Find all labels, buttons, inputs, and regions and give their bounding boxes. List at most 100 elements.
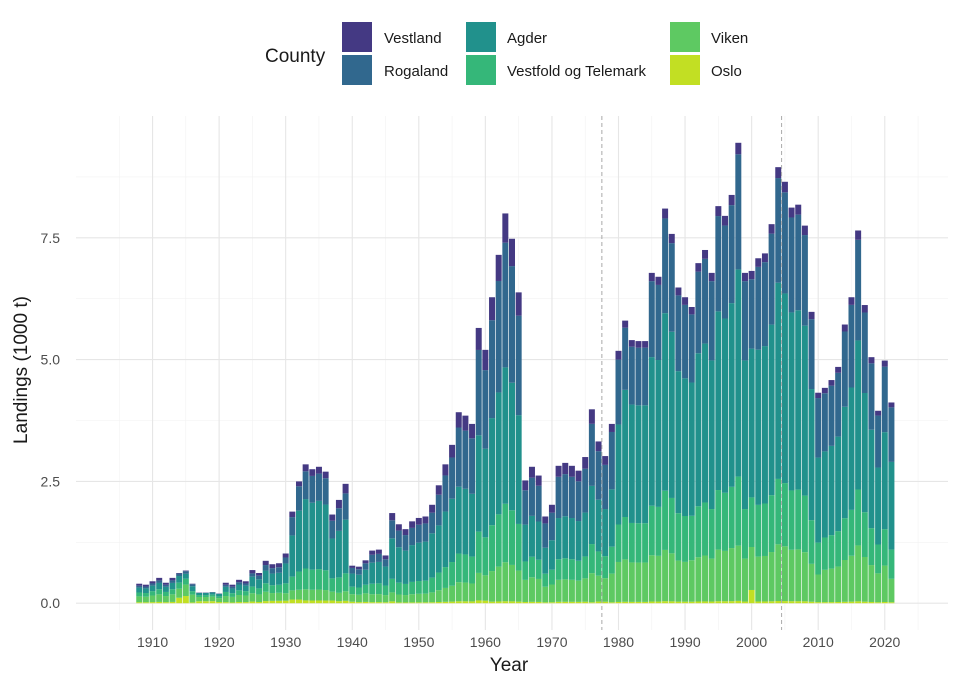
bar-segment-vestland <box>635 341 642 348</box>
bar-segment-rogaland <box>722 225 729 319</box>
bar-segment-vestfold-og-telemark <box>728 486 735 549</box>
bar-segment-viken <box>395 594 402 603</box>
bar-segment-agder <box>429 533 436 578</box>
bar-segment-vestfold-og-telemark <box>708 509 715 559</box>
bar-segment-oslo <box>548 602 555 604</box>
bar-segment-viken <box>635 562 642 602</box>
bar-segment-agder <box>229 588 236 594</box>
bar-segment-rogaland <box>615 359 622 425</box>
bar-segment-oslo <box>482 600 489 604</box>
bar-segment-viken <box>355 594 362 603</box>
bar-segment-oslo <box>329 600 336 604</box>
bar-segment-vestland <box>815 392 822 399</box>
bar-segment-agder <box>402 550 409 584</box>
bar-segment-oslo <box>189 602 196 604</box>
bar-segment-agder <box>628 404 635 523</box>
bar-segment-viken <box>888 578 895 603</box>
bar-segment-rogaland <box>575 481 582 522</box>
bar-segment-rogaland <box>795 214 802 311</box>
bar-segment-rogaland <box>475 349 482 436</box>
bar-segment-agder <box>189 586 196 592</box>
bar-segment-viken <box>715 549 722 602</box>
x-tick-label: 1960 <box>470 634 501 650</box>
bar-segment-vestfold-og-telemark <box>515 523 522 571</box>
bar-segment-rogaland <box>442 475 449 512</box>
bar-segment-oslo <box>855 601 862 604</box>
bar-segment-viken <box>848 555 855 602</box>
bars-layer <box>136 142 895 604</box>
bar-segment-viken <box>335 592 342 602</box>
bar-segment-vestland <box>615 350 622 360</box>
bar-segment-vestland <box>342 483 349 494</box>
bar-segment-rogaland <box>808 319 815 390</box>
bar-segment-agder <box>528 515 535 557</box>
bar-segment-vestland <box>642 341 649 348</box>
bar-segment-vestfold-og-telemark <box>369 583 376 595</box>
bar-segment-agder <box>242 585 249 592</box>
bar-segment-vestland <box>302 464 309 472</box>
bar-segment-vestfold-og-telemark <box>442 567 449 588</box>
bar-segment-oslo <box>881 601 888 604</box>
bar-segment-rogaland <box>675 295 682 372</box>
bar-segment-vestland <box>775 167 782 179</box>
bar-segment-viken <box>449 585 456 602</box>
bar-segment-agder <box>475 435 482 532</box>
bar-segment-oslo <box>688 601 695 604</box>
bar-segment-rogaland <box>568 476 575 519</box>
bar-segment-viken <box>302 589 309 601</box>
bar-segment-vestland <box>395 524 402 531</box>
bar-segment-vestfold-og-telemark <box>555 559 562 580</box>
bar-segment-viken <box>608 573 615 603</box>
x-tick-label: 1990 <box>669 634 700 650</box>
bar-segment-rogaland <box>761 262 768 347</box>
bar-segment-vestfold-og-telemark <box>142 593 149 597</box>
bar-segment-viken <box>615 561 622 602</box>
bar-segment-vestland <box>515 292 522 316</box>
bar-segment-viken <box>342 591 349 601</box>
bar-segment-vestland <box>402 529 409 536</box>
bar-segment-rogaland <box>395 530 402 548</box>
bar-segment-viken <box>662 549 669 602</box>
bar-segment-agder <box>136 587 143 593</box>
bar-segment-oslo <box>409 602 416 604</box>
bar-segment-rogaland <box>748 279 755 349</box>
bar-segment-viken <box>349 594 356 602</box>
bar-segment-agder <box>315 500 322 570</box>
bar-segment-rogaland <box>648 281 655 358</box>
bar-segment-oslo <box>295 599 302 604</box>
bar-segment-vestland <box>855 230 862 240</box>
bar-segment-vestfold-og-telemark <box>422 580 429 594</box>
bar-segment-rogaland <box>229 586 236 589</box>
bar-segment-oslo <box>435 602 442 604</box>
bar-segment-vestfold-og-telemark <box>522 561 529 580</box>
bar-segment-vestland <box>675 287 682 296</box>
bar-segment-vestland <box>888 402 895 408</box>
bar-segment-viken <box>375 594 382 603</box>
bar-segment-oslo <box>489 601 496 604</box>
bar-segment-vestfold-og-telemark <box>535 559 542 579</box>
bar-segment-agder <box>588 485 595 545</box>
bar-segment-vestland <box>162 582 169 585</box>
bar-segment-oslo <box>555 601 562 604</box>
bar-segment-agder <box>196 592 203 596</box>
bar-segment-viken <box>136 596 143 603</box>
bar-segment-vestfold-og-telemark <box>808 520 815 564</box>
bar-segment-agder <box>642 405 649 524</box>
bar-segment-oslo <box>628 601 635 604</box>
bar-segment-vestland <box>389 513 396 521</box>
bar-segment-viken <box>741 558 748 602</box>
legend-label-agder: Agder <box>507 30 547 47</box>
bar-segment-agder <box>182 573 189 579</box>
bar-segment-vestland <box>149 581 156 584</box>
bar-segment-vestfold-og-telemark <box>628 522 635 563</box>
bar-segment-viken <box>748 546 755 590</box>
bar-segment-vestland <box>748 270 755 280</box>
bar-segment-vestland <box>229 584 236 587</box>
bar-segment-viken <box>568 579 575 602</box>
bar-segment-viken <box>382 595 389 603</box>
bar-segment-agder <box>489 418 496 526</box>
bar-segment-viken <box>675 560 682 602</box>
bar-segment-viken <box>216 598 223 603</box>
bar-segment-viken <box>602 578 609 602</box>
bar-segment-oslo <box>595 601 602 604</box>
